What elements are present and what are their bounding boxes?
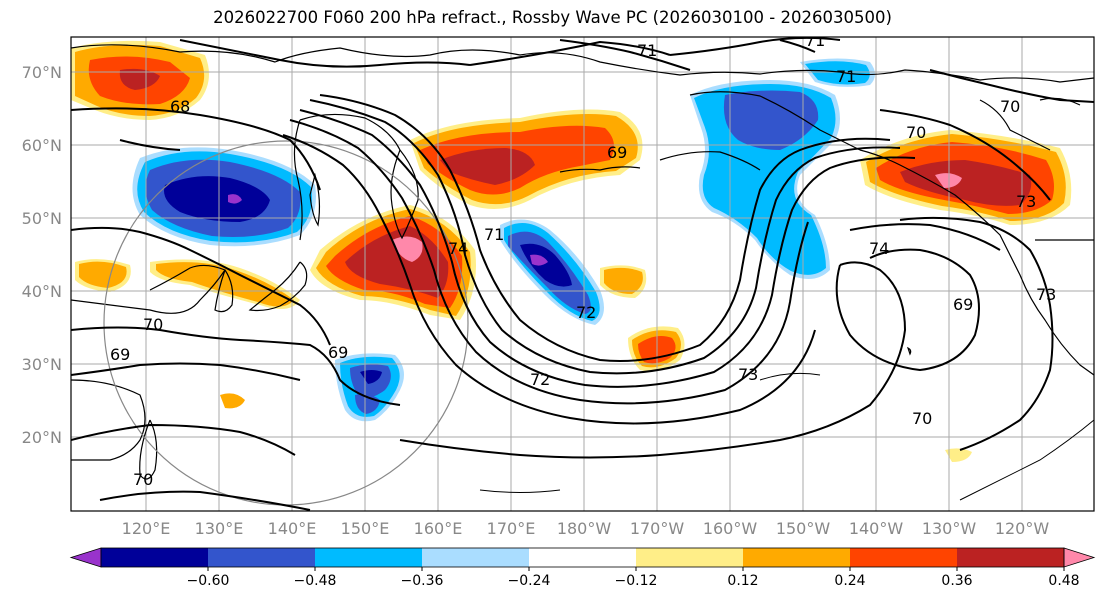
negative-anomaly-purple bbox=[228, 194, 548, 266]
lon-label-140w: 140°W bbox=[849, 519, 904, 538]
colorbar-segment bbox=[101, 548, 209, 567]
lat-label-30n: 30°N bbox=[22, 355, 62, 374]
colorbar-segment bbox=[957, 548, 1065, 567]
contour-label-73c: 73 bbox=[1036, 285, 1056, 304]
lon-label-130e: 130°E bbox=[195, 519, 244, 538]
contour-label-73b: 73 bbox=[738, 365, 758, 384]
lat-label-50n: 50°N bbox=[22, 209, 62, 228]
contour-label-68: 68 bbox=[170, 97, 190, 116]
contour-label-70c: 70 bbox=[912, 409, 932, 428]
refractivity-contours bbox=[71, 37, 1094, 511]
contour-label-71a: 71 bbox=[637, 41, 657, 60]
lat-label-70n: 70°N bbox=[22, 63, 62, 82]
colorbar-segment bbox=[208, 548, 316, 567]
colorbar-tick-label: −0.24 bbox=[508, 573, 551, 589]
contour-labels: 71 71 71 68 69 70 73 74 74 72 70 69 69 6… bbox=[110, 31, 1056, 489]
contour-label-72: 72 bbox=[530, 370, 550, 389]
contour-label-73a: 73 bbox=[1016, 192, 1036, 211]
lon-label-160e: 160°E bbox=[414, 519, 463, 538]
colorbar-tick-label: −0.60 bbox=[187, 573, 230, 589]
colorbar-extend-low bbox=[69, 547, 102, 568]
contour-label-69c: 69 bbox=[328, 343, 348, 362]
lon-label-180w: 180°W bbox=[557, 519, 612, 538]
contour-label-70b: 70 bbox=[143, 315, 163, 334]
contour-label-69a: 69 bbox=[607, 143, 627, 162]
colorbar-segment bbox=[743, 548, 851, 567]
contour-label-74a: 74 bbox=[869, 239, 889, 258]
colorbar-tick-label: −0.12 bbox=[615, 573, 658, 589]
negative-anomaly-navy bbox=[164, 176, 572, 384]
colorbar-segment bbox=[529, 548, 637, 567]
lon-label-120e: 120°E bbox=[122, 519, 171, 538]
contour-label-70a: 70 bbox=[906, 123, 926, 142]
colorbar-tick-label: 0.24 bbox=[834, 573, 865, 589]
map-frame bbox=[70, 36, 1095, 512]
contour-label-71c: 71 bbox=[836, 67, 856, 86]
contour-label-69d: 69 bbox=[953, 295, 973, 314]
contour-label-71d: 71 bbox=[484, 225, 504, 244]
colorbar-segment bbox=[850, 548, 958, 567]
colorbar: −0.60 −0.48 −0.36 −0.24 −0.12 0.12 0.24 0.36 0.4… bbox=[69, 547, 1096, 589]
contour-label-69b: 69 bbox=[110, 345, 130, 364]
contour-label-70d: 70 bbox=[133, 470, 153, 489]
colorbar-tick-label: 0.36 bbox=[941, 573, 972, 589]
colorbar-tick-label: 0.48 bbox=[1048, 573, 1079, 589]
colorbar-tick-label: 0.12 bbox=[727, 573, 758, 589]
map-layers: 71 71 71 68 69 70 73 74 74 72 70 69 69 6… bbox=[71, 31, 1094, 511]
lon-label-160w: 160°W bbox=[703, 519, 758, 538]
lat-label-20n: 20°N bbox=[22, 428, 62, 447]
thin-contours bbox=[479, 372, 1094, 501]
lon-label-130w: 130°W bbox=[922, 519, 977, 538]
coastlines bbox=[71, 44, 1094, 480]
colorbar-tick-label: −0.48 bbox=[294, 573, 337, 589]
contour-label-74b: 74 bbox=[448, 239, 468, 258]
graticule bbox=[71, 37, 1094, 511]
colorbar-extend-high bbox=[1063, 547, 1096, 568]
map-title: 2026022700 F060 200 hPa refract., Rossby… bbox=[213, 8, 892, 27]
colorbar-segment bbox=[422, 548, 530, 567]
lon-label-170e: 170°E bbox=[487, 519, 536, 538]
colorbar-tick-label: −0.36 bbox=[401, 573, 444, 589]
contour-label-70e: 70 bbox=[1000, 97, 1020, 116]
colorbar-segment bbox=[315, 548, 423, 567]
lon-label-140e: 140°E bbox=[268, 519, 317, 538]
longitude-labels: 120°E 130°E 140°E 150°E 160°E 170°E 180°… bbox=[122, 519, 1050, 538]
lat-label-40n: 40°N bbox=[22, 282, 62, 301]
lon-label-170w: 170°W bbox=[630, 519, 685, 538]
contour-label-71b: 71 bbox=[805, 31, 825, 50]
lat-label-60n: 60°N bbox=[22, 136, 62, 155]
latitude-labels: 70°N 60°N 50°N 40°N 30°N 20°N bbox=[22, 63, 62, 447]
lon-label-120w: 120°W bbox=[995, 519, 1050, 538]
lon-label-150e: 150°E bbox=[341, 519, 390, 538]
colorbar-outline bbox=[100, 547, 1065, 568]
lon-label-150w: 150°W bbox=[776, 519, 831, 538]
colorbar-segment bbox=[636, 548, 744, 567]
contour-label-72b: 72 bbox=[576, 303, 596, 322]
